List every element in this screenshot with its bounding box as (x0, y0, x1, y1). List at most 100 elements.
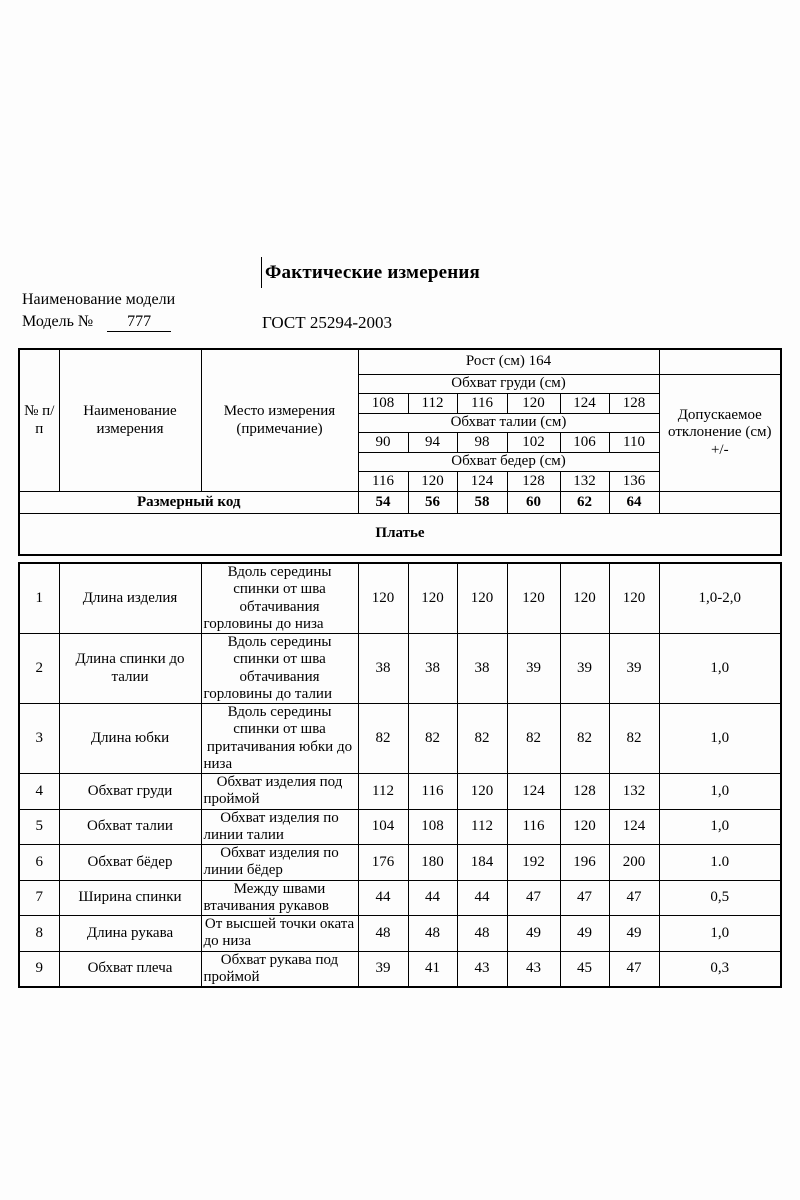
size-value: 196 (559, 844, 610, 881)
hips-girth-label: Обхват бедер (см) (357, 452, 660, 472)
size-value: 43 (456, 950, 508, 988)
table-row: 1 Длина изделия Вдоль середины спинки от… (18, 562, 782, 634)
row-number: 9 (18, 950, 60, 988)
measurement-place: Вдоль середины спинки от шва обтачивания… (200, 633, 359, 704)
row-number: 4 (18, 773, 60, 810)
size-value: 47 (608, 879, 660, 916)
hips-girth-value: 116 (357, 471, 409, 492)
waist-girth-value: 90 (357, 432, 409, 453)
table-row: 2 Длина спинки до талии Вдоль середины с… (18, 633, 782, 704)
size-value: 39 (559, 633, 610, 704)
waist-girth-label: Обхват талии (см) (357, 413, 660, 433)
size-value: 200 (608, 844, 660, 881)
model-name-label: Наименование модели (22, 291, 176, 308)
measurement-place: Вдоль середины спинки от шва притачивани… (200, 703, 359, 774)
size-value: 108 (407, 808, 458, 845)
hips-girth-value: 120 (407, 471, 458, 492)
size-value: 184 (456, 844, 508, 881)
size-value: 48 (407, 915, 458, 952)
size-value: 112 (456, 808, 508, 845)
deviation-value: 1,0 (658, 808, 782, 845)
size-value: 39 (506, 633, 561, 704)
col-header-name: Наименование измерения (58, 348, 202, 492)
size-value: 116 (407, 773, 458, 810)
deviation-value: 1.0 (658, 844, 782, 881)
size-value: 124 (608, 808, 660, 845)
model-no-label: Модель № (22, 313, 94, 330)
table-row: 5 Обхват талии Обхват изделия по линии т… (18, 808, 782, 845)
measurement-name: Обхват талии (58, 808, 202, 845)
size-value: 82 (506, 703, 561, 774)
hips-girth-value: 132 (559, 471, 610, 492)
row-number: 3 (18, 703, 60, 774)
table-row: 4 Обхват груди Обхват изделия под проймо… (18, 773, 782, 810)
row-number: 8 (18, 915, 60, 952)
size-code-value: 58 (456, 491, 508, 514)
size-code-value: 64 (608, 491, 660, 514)
hips-girth-value: 128 (506, 471, 561, 492)
size-value: 82 (559, 703, 610, 774)
size-value: 48 (456, 915, 508, 952)
model-line: Модель № 777 ГОСТ 25294-2003 (22, 313, 522, 332)
deviation-value: 0,5 (658, 879, 782, 916)
row-number: 2 (18, 633, 60, 704)
table-row: 6 Обхват бёдер Обхват изделия по линии б… (18, 844, 782, 881)
gost-standard: ГОСТ 25294-2003 (262, 313, 393, 332)
waist-girth-value: 94 (407, 432, 458, 453)
measurement-name: Длина изделия (58, 562, 202, 634)
size-value: 120 (608, 562, 660, 634)
size-value: 120 (559, 562, 610, 634)
measurement-name: Ширина спинки (58, 879, 202, 916)
size-code-value: 54 (357, 491, 409, 514)
empty-cell (658, 348, 782, 375)
size-value: 124 (506, 773, 561, 810)
measurement-place: От высшей точки оката до низа (200, 915, 359, 952)
size-value: 120 (506, 562, 561, 634)
size-value: 120 (407, 562, 458, 634)
size-value: 132 (608, 773, 660, 810)
chest-girth-value: 124 (559, 393, 610, 414)
col-header-place: Место измерения (примечание) (200, 348, 359, 492)
waist-girth-value: 98 (456, 432, 508, 453)
size-value: 82 (608, 703, 660, 774)
size-value: 120 (559, 808, 610, 845)
size-value: 47 (608, 950, 660, 988)
table-row: 7 Ширина спинки Между швами втачивания р… (18, 879, 782, 916)
measurement-place: Между швами втачивания рукавов (200, 879, 359, 916)
chest-girth-value: 116 (456, 393, 508, 414)
size-value: 38 (357, 633, 409, 704)
col-header-deviation: Допускаемое отклонение (см) +/- (658, 374, 782, 492)
size-value: 120 (456, 562, 508, 634)
size-value: 38 (407, 633, 458, 704)
measurement-name: Длина спинки до талии (58, 633, 202, 704)
waist-girth-value: 102 (506, 432, 561, 453)
row-number: 7 (18, 879, 60, 916)
measurements-header-table: № п/п Наименование измерения Место измер… (18, 348, 783, 556)
col-header-height: Рост (см) 164 (357, 348, 660, 375)
measurement-name: Обхват бёдер (58, 844, 202, 881)
measurement-name: Обхват плеча (58, 950, 202, 988)
chest-girth-value: 120 (506, 393, 561, 414)
row-number: 1 (18, 562, 60, 634)
size-value: 192 (506, 844, 561, 881)
measurement-name: Длина юбки (58, 703, 202, 774)
table-row: 9 Обхват плеча Обхват рукава под проймой… (18, 950, 782, 988)
chest-girth-value: 108 (357, 393, 409, 414)
deviation-value: 1,0 (658, 773, 782, 810)
hips-girth-value: 136 (608, 471, 660, 492)
chest-girth-value: 112 (407, 393, 458, 414)
size-value: 47 (559, 879, 610, 916)
waist-girth-value: 106 (559, 432, 610, 453)
size-value: 82 (456, 703, 508, 774)
size-value: 116 (506, 808, 561, 845)
deviation-value: 0,3 (658, 950, 782, 988)
size-value: 44 (407, 879, 458, 916)
size-value: 39 (608, 633, 660, 704)
measurement-place: Обхват изделия под проймой (200, 773, 359, 810)
col-header-num: № п/п (18, 348, 60, 492)
size-value: 120 (357, 562, 409, 634)
size-value: 41 (407, 950, 458, 988)
size-value: 44 (456, 879, 508, 916)
size-value: 128 (559, 773, 610, 810)
deviation-value: 1,0-2,0 (658, 562, 782, 634)
